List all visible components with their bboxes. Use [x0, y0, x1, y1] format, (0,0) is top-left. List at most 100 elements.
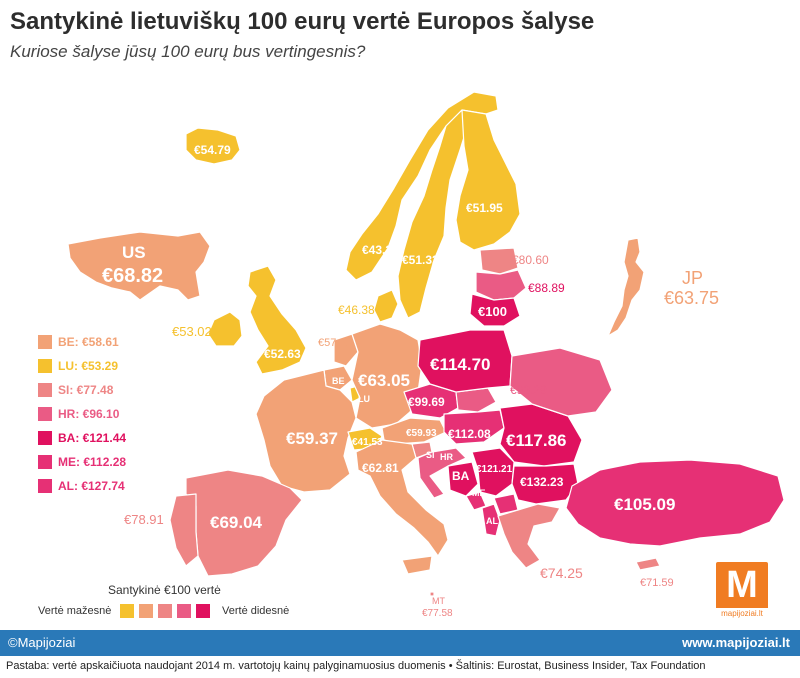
- country-is: [185, 127, 241, 165]
- legend-swatch: [38, 407, 52, 421]
- legend-label: AL: €127.74: [58, 479, 125, 493]
- label-ee: €80.60: [512, 253, 549, 267]
- label-sk: €93.29: [510, 383, 547, 397]
- country-lv: [475, 269, 527, 301]
- country-gr: [497, 503, 561, 569]
- country-dk: [373, 289, 399, 323]
- label-no: €43.21: [362, 243, 399, 257]
- country-pl: [417, 329, 513, 393]
- legend-item: AL: €127.74: [38, 477, 126, 495]
- label-be-code: BE: [332, 376, 345, 386]
- footer-bar: ©Mapijoziai www.mapijoziai.lt: [0, 630, 800, 656]
- label-lt: €100: [478, 304, 507, 319]
- logo-letter: M: [726, 564, 758, 606]
- legend-item: LU: €53.29: [38, 357, 126, 375]
- label-ch: €41.53: [352, 437, 383, 448]
- scale-low-label: Vertė mažesnė: [38, 605, 112, 617]
- legend-label: BA: €121.44: [58, 431, 127, 445]
- scale-swatch-2: [139, 604, 153, 618]
- label-lu-code: LU: [358, 394, 370, 404]
- legend-label: HR: €96.10: [58, 407, 120, 421]
- label-nl: €57.81: [318, 337, 352, 349]
- country-jp: [607, 237, 645, 337]
- footer-copyright: ©Mapijoziai: [8, 635, 76, 650]
- country-mt: [429, 591, 435, 597]
- legend-swatch: [38, 383, 52, 397]
- label-mt: €77.58: [422, 608, 453, 619]
- label-se: €51.32: [402, 253, 439, 267]
- country-it: [355, 439, 449, 575]
- country-pt: [169, 493, 199, 567]
- country-bg: [511, 463, 579, 505]
- label-es: €69.04: [210, 513, 263, 532]
- label-ro: €117.86: [506, 431, 567, 450]
- country-fi: [455, 109, 521, 251]
- country-hr: [417, 447, 467, 499]
- legend-swatch: [38, 455, 52, 469]
- label-hr-code: HR: [440, 452, 453, 462]
- country-us: [67, 231, 211, 301]
- country-hu: [443, 409, 505, 445]
- legend-swatch: [38, 335, 52, 349]
- label-jp: €63.75: [664, 288, 719, 308]
- country-uk: [247, 265, 307, 375]
- europe-map: US €68.82 €54.79 €43.21 €51.32 €51.95 €5…: [67, 91, 785, 619]
- label-de: €63.05: [358, 371, 410, 390]
- label-dk: €46.38: [338, 303, 375, 317]
- label-fi: €51.95: [466, 201, 503, 215]
- legend-label: SI: €77.48: [58, 383, 114, 397]
- scale-title: Santykinė €100 vertė: [108, 583, 221, 597]
- country-nl: [333, 333, 359, 367]
- country-se: [397, 109, 469, 319]
- label-cz: €99.69: [408, 395, 445, 409]
- scale-swatch-4: [177, 604, 191, 618]
- label-uk: €52.63: [264, 347, 301, 361]
- scale-high-label: Vertė didesnė: [222, 605, 290, 617]
- country-al: [481, 503, 501, 537]
- legend-label: ME: €112.28: [58, 455, 127, 469]
- label-ba-code: BA: [452, 469, 470, 483]
- legend-item: HR: €96.10: [38, 405, 126, 423]
- label-jp-code: JP: [682, 268, 703, 288]
- label-fr: €59.37: [286, 429, 338, 448]
- label-pl: €114.70: [430, 355, 491, 374]
- country-de: [351, 323, 423, 429]
- country-ba: [447, 461, 479, 497]
- label-at: €59.93: [406, 428, 437, 439]
- country-fr: [255, 369, 357, 493]
- label-al-code: AL: [486, 516, 498, 526]
- label-me-code: ME: [472, 488, 486, 498]
- label-tr: €105.09: [614, 495, 675, 514]
- mapijoziai-logo: M mapijoziai.lt: [716, 562, 768, 620]
- legend-item: BA: €121.44: [38, 429, 126, 447]
- country-tr: [565, 459, 785, 547]
- label-us-code: US: [122, 243, 146, 262]
- legend-swatch: [38, 479, 52, 493]
- logo-site: mapijoziai.lt: [716, 608, 768, 620]
- label-bg: €132.23: [520, 475, 564, 489]
- page-subtitle: Kuriose šalyse jūsų 100 eurų bus verting…: [10, 42, 366, 61]
- footer-website-link[interactable]: www.mapijoziai.lt: [682, 635, 790, 650]
- label-is: €54.79: [194, 143, 231, 157]
- legend-swatch: [38, 359, 52, 373]
- legend-item: BE: €58.61: [38, 333, 126, 351]
- country-ie: [207, 311, 243, 347]
- label-pt: €78.91: [124, 512, 164, 527]
- page-title: Santykinė lietuviškų 100 eurų vertė Euro…: [10, 8, 595, 35]
- label-lv: €88.89: [528, 281, 565, 295]
- label-mt-code: MT: [432, 596, 445, 606]
- label-cy: €71.59: [640, 577, 674, 589]
- country-ee: [479, 247, 519, 275]
- label-it: €62.81: [362, 461, 399, 475]
- scale-swatch-5: [196, 604, 210, 618]
- footer-note: Pastaba: vertė apskaičiuota naudojant 20…: [6, 660, 706, 672]
- country-me: [465, 491, 487, 511]
- small-country-legend: BE: €58.61 LU: €53.29 SI: €77.48 HR: €96…: [38, 333, 126, 501]
- scale-swatch-1: [120, 604, 134, 618]
- label-ie: €53.02: [172, 324, 212, 339]
- label-gr: €74.25: [540, 565, 583, 581]
- scale-swatch-3: [158, 604, 172, 618]
- legend-item: ME: €112.28: [38, 453, 126, 471]
- legend-swatch: [38, 431, 52, 445]
- country-lt: [469, 293, 521, 327]
